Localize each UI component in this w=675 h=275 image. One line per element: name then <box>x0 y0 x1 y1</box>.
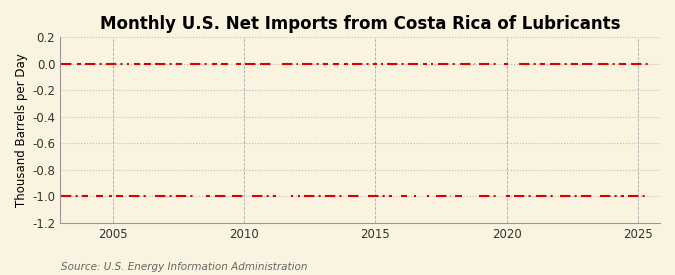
Title: Monthly U.S. Net Imports from Costa Rica of Lubricants: Monthly U.S. Net Imports from Costa Rica… <box>100 15 620 33</box>
Y-axis label: Thousand Barrels per Day: Thousand Barrels per Day <box>15 53 28 207</box>
Text: Source: U.S. Energy Information Administration: Source: U.S. Energy Information Administ… <box>61 262 307 272</box>
